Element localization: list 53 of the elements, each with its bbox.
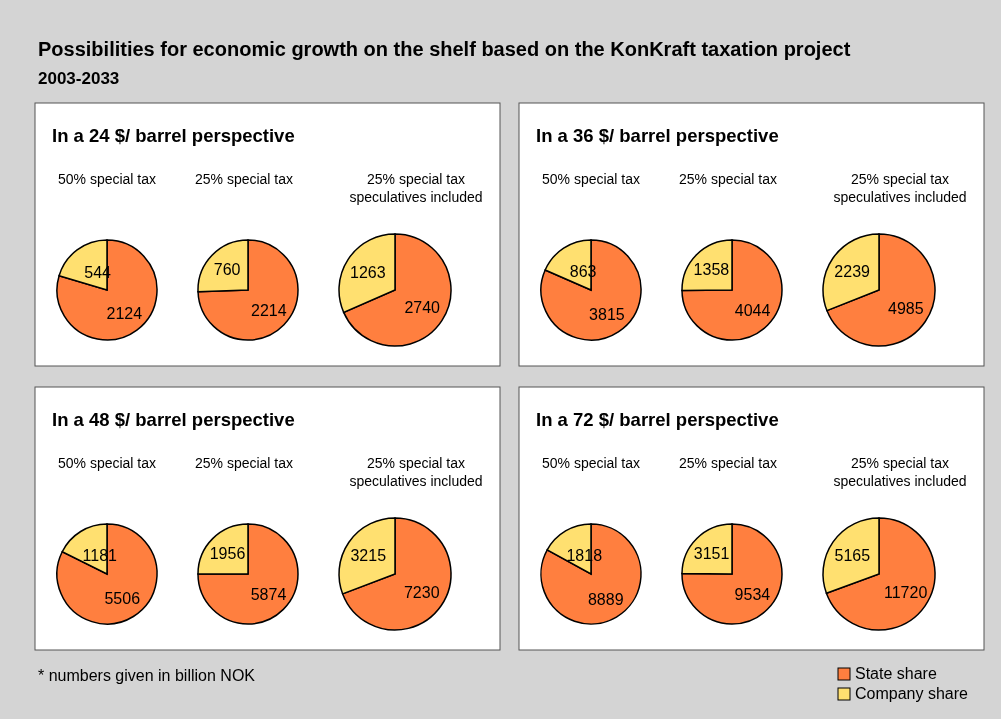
chart-subtitle: 50% special tax (57, 171, 157, 187)
pie-slice (342, 233, 452, 347)
data-label: 3151 (693, 544, 730, 562)
pie-slice (56, 523, 158, 625)
text: 2003-2033 (38, 69, 120, 88)
data-label: 2239 (834, 263, 871, 281)
chart-title: In a 36 $/ barrel perspective (536, 125, 779, 146)
data-label: 5506 (104, 590, 141, 608)
chart-subtitle: 50% special tax (541, 455, 641, 471)
chart-subtitle: 25% special tax speculatives included (349, 171, 483, 205)
data-label: 7230 (403, 584, 440, 602)
pie-slice (681, 239, 783, 341)
data-label: 8889 (587, 590, 624, 608)
data-label: 3815 (589, 305, 625, 323)
pie-slice (540, 239, 642, 341)
pie-slice (825, 517, 936, 631)
data-label: 11720 (883, 584, 928, 602)
data-label: 2214 (251, 301, 287, 319)
legend-label: Company share (855, 685, 969, 702)
chart-subtitle: 25% special tax (194, 171, 294, 187)
data-label: 9534 (734, 586, 771, 604)
data-label: 4044 (734, 302, 771, 320)
chart-subtitle: 50% special tax (57, 455, 157, 471)
chart-title: In a 48 $/ barrel perspective (52, 409, 295, 430)
text: Possibilities for economic growth on the shelf based on the KonKraft taxation project (38, 38, 851, 60)
chart-title: In a 72 $/ barrel perspective (536, 409, 779, 430)
chart-subtitle: 50% special tax (541, 171, 641, 187)
pie-slice (681, 523, 783, 625)
data-label: 2740 (404, 299, 441, 317)
data-label: 5874 (250, 586, 287, 604)
text: * numbers given in billion NOK (38, 667, 256, 684)
data-label: 1358 (693, 261, 730, 279)
data-label: 1956 (209, 545, 246, 563)
chart-subtitle: 25% special tax (194, 455, 294, 471)
pie-slice (56, 239, 158, 341)
data-label: 760 (213, 261, 241, 279)
pie-slice (341, 517, 452, 631)
data-label: 5165 (834, 547, 871, 564)
pie-slice (826, 233, 936, 347)
data-label: 1263 (350, 263, 386, 281)
data-label: 3215 (350, 547, 387, 565)
chart-title: In a 24 $/ barrel perspective (52, 125, 295, 146)
pie-slice (197, 523, 299, 625)
data-label: 2124 (106, 304, 143, 322)
pie-slice (197, 239, 299, 341)
pie-slice (540, 523, 642, 625)
data-label: 4985 (888, 299, 924, 317)
chart-subtitle: 25% special tax (678, 455, 778, 471)
legend-label: State share (855, 665, 937, 682)
chart-subtitle: 25% special tax (678, 171, 778, 187)
chart-subtitle: 25% special tax speculatives included (833, 455, 967, 489)
chart-subtitle: 25% special tax speculatives included (833, 171, 967, 205)
chart-subtitle: 25% special tax speculatives included (349, 455, 483, 489)
